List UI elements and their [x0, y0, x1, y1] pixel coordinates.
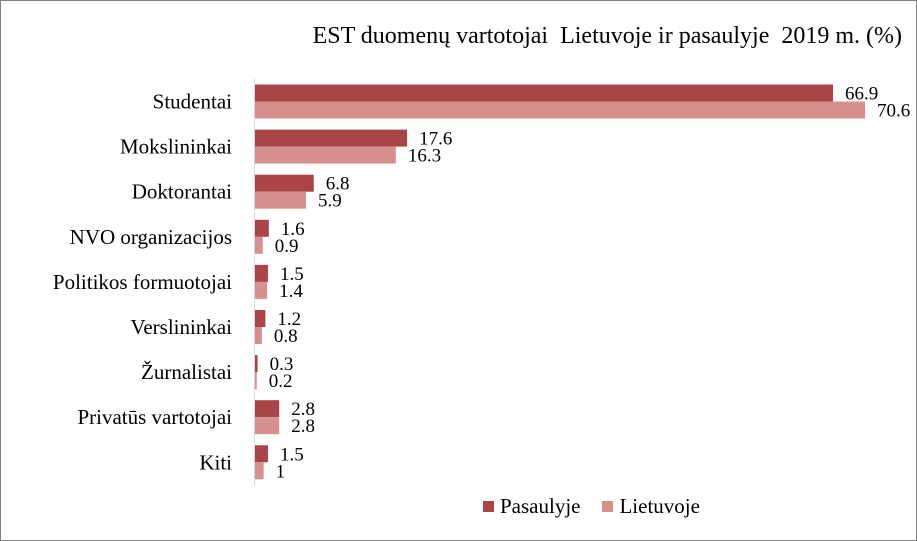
- category-label-verslininkai: Verslininkai: [131, 315, 233, 339]
- category-label-doktorantai: Doktorantai: [132, 180, 232, 204]
- value-label-lietuvoje-nvo-organizacijos: 0.9: [275, 236, 299, 257]
- bar-pasaulyje-doktorantai: [255, 174, 314, 192]
- bar-lietuvoje-studentai: [255, 101, 865, 119]
- category-labels: Studentai Mokslininkai Doktorantai NVO orga…: [53, 90, 232, 475]
- bar-pasaulyje-nvo-organizacijos: [255, 219, 269, 237]
- legend-swatch-lietuvoje: [602, 501, 614, 512]
- category-label-studentai: Studentai: [153, 90, 232, 114]
- value-label-pasaulyje-studentai: 66.9: [845, 84, 878, 105]
- value-label-lietuvoje-mokslininkai: 16.3: [408, 146, 441, 167]
- category-label-zurnalistai: Žurnalistai: [141, 360, 232, 384]
- bar-pasaulyje-kiti: [255, 445, 268, 463]
- bar-pasaulyje-verslininkai: [255, 310, 266, 327]
- value-label-lietuvoje-verslininkai: 0.8: [274, 326, 298, 347]
- value-label-pasaulyje-nvo-organizacijos: 1.6: [281, 219, 305, 240]
- chart-title: EST duomenų vartotojai Lietuvoje ir pasa…: [312, 23, 902, 49]
- legend-item-lietuvoje: Lietuvoje: [602, 494, 700, 519]
- bar-pasaulyje-politikos-formuotojai: [255, 264, 268, 282]
- bar-pasaulyje-mokslininkai: [255, 129, 408, 147]
- value-label-pasaulyje-verslininkai: 1.2: [277, 309, 301, 330]
- legend-swatch-pasaulyje: [483, 501, 494, 512]
- category-label-politikos-formuotojai: Politikos formuotojai: [53, 270, 232, 294]
- category-label-kiti: Kiti: [199, 450, 232, 474]
- value-label-pasaulyje-doktorantai: 6.8: [326, 174, 350, 195]
- value-label-lietuvoje-doktorantai: 5.9: [318, 191, 342, 212]
- bar-lietuvoje-politikos-formuotojai: [255, 281, 268, 299]
- bar-lietuvoje-nvo-organizacijos: [255, 236, 263, 254]
- value-label-pasaulyje-zurnalistai: 0.3: [270, 354, 294, 375]
- value-label-lietuvoje-politikos-formuotojai: 1.4: [279, 281, 303, 302]
- bars-layer: [255, 84, 865, 480]
- category-label-nvo-organizacijos: NVO organizacijos: [70, 225, 232, 249]
- value-label-pasaulyje-privatus-vartotojai: 2.8: [291, 399, 315, 420]
- bar-lietuvoje-verslininkai: [255, 327, 262, 344]
- value-label-lietuvoje-privatus-vartotojai: 2.8: [291, 416, 315, 437]
- category-label-privatus-vartotojai: Privatūs vartotojai: [77, 405, 232, 429]
- value-label-pasaulyje-politikos-formuotojai: 1.5: [280, 264, 304, 285]
- bar-lietuvoje-mokslininkai: [255, 146, 396, 164]
- bar-pasaulyje-privatus-vartotojai: [255, 400, 280, 418]
- bar-pasaulyje-zurnalistai: [255, 355, 258, 373]
- bar-lietuvoje-zurnalistai: [255, 372, 257, 390]
- legend-label-pasaulyje: Pasaulyje: [500, 494, 581, 518]
- value-label-pasaulyje-kiti: 1.5: [280, 444, 304, 465]
- legend: Pasaulyje Lietuvoje: [483, 494, 722, 519]
- legend-label-lietuvoje: Lietuvoje: [619, 494, 700, 518]
- bar-pasaulyje-studentai: [255, 84, 834, 102]
- legend-item-pasaulyje: Pasaulyje: [483, 494, 580, 519]
- category-label-mokslininkai: Mokslininkai: [120, 135, 232, 159]
- value-label-lietuvoje-zurnalistai: 0.2: [269, 371, 293, 392]
- value-label-lietuvoje-studentai: 70.6: [877, 101, 910, 122]
- value-label-lietuvoje-kiti: 1: [276, 461, 286, 482]
- bar-lietuvoje-doktorantai: [255, 191, 306, 209]
- value-label-pasaulyje-mokslininkai: 17.6: [419, 129, 452, 150]
- bar-lietuvoje-privatus-vartotojai: [255, 417, 280, 435]
- value-labels: 66.970.617.616.36.85.91.60.91.51.41.20.8…: [269, 84, 911, 483]
- bar-lietuvoje-kiti: [255, 462, 264, 480]
